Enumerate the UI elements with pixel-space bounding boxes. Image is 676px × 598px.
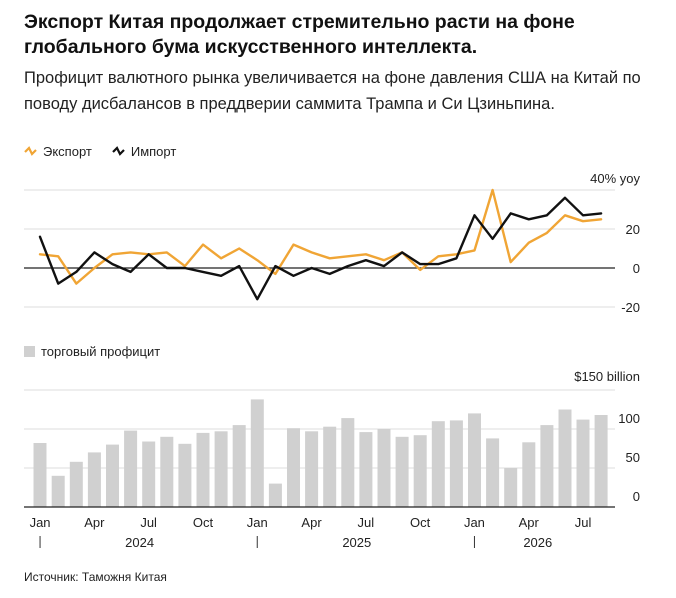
x-month-label: Oct — [410, 515, 431, 530]
surplus-bar — [178, 443, 192, 507]
legend-export-label: Экспорт — [43, 144, 92, 159]
surplus-bar — [504, 468, 518, 507]
surplus-bar — [214, 431, 228, 507]
source-note: Источник: Таможня Китая — [24, 570, 167, 584]
x-month-label: Jan — [464, 515, 485, 530]
surplus-bar — [522, 442, 536, 507]
surplus-bar — [142, 441, 156, 507]
surplus-bar — [341, 418, 355, 507]
legend-surplus-label: торговый профицит — [41, 344, 161, 359]
legend-export: Экспорт — [24, 144, 92, 159]
surplus-bar — [359, 432, 373, 507]
surplus-bar — [287, 428, 300, 507]
bar-y-tick-label: 50 — [626, 450, 640, 465]
surplus-bar — [413, 435, 427, 507]
surplus-bar — [232, 425, 246, 507]
surplus-bar — [323, 426, 337, 507]
surplus-bar — [449, 420, 463, 507]
bar-legend: торговый профицит — [24, 344, 160, 359]
legend-surplus-swatch — [24, 346, 35, 357]
x-year-label: 2024 — [125, 535, 154, 550]
export-series-line — [38, 188, 603, 285]
surplus-bar — [33, 443, 47, 507]
x-month-label: Oct — [193, 515, 214, 530]
surplus-bar — [486, 438, 500, 507]
surplus-bar — [558, 409, 572, 507]
x-month-label: Jul — [575, 515, 592, 530]
x-month-label: Jan — [247, 515, 268, 530]
x-month-label: Jul — [140, 515, 157, 530]
legend-import-swatch — [112, 146, 125, 156]
legend-import: Импорт — [112, 144, 176, 159]
surplus-bar — [395, 436, 409, 507]
x-month-label: Jan — [30, 515, 51, 530]
line-y-tick-label: -20 — [621, 300, 640, 315]
line-legend: Экспорт Импорт — [24, 144, 176, 159]
x-month-label: Apr — [84, 515, 105, 530]
line-y-axis-label: 40% yoy — [590, 171, 640, 186]
surplus-bar — [124, 430, 138, 507]
bar-y-tick-label: 0 — [633, 489, 640, 504]
bar-y-tick-label: 100 — [618, 411, 640, 426]
chart-subtitle: Профицит валютного рынка увеличивается н… — [24, 69, 641, 113]
surplus-bar — [87, 452, 101, 507]
surplus-bar — [431, 421, 445, 507]
surplus-bar — [468, 413, 481, 507]
import-series-line — [38, 196, 603, 301]
surplus-bar — [576, 419, 590, 507]
x-month-label: Jul — [358, 515, 375, 530]
surplus-bar — [51, 475, 65, 507]
surplus-bar — [106, 444, 119, 507]
chart-title: Экспорт Китая продолжает стремительно ра… — [24, 11, 575, 58]
x-year-label: 2026 — [523, 535, 552, 550]
legend-import-label: Импорт — [130, 144, 177, 159]
surplus-bar — [196, 432, 210, 507]
surplus-bar — [540, 425, 554, 507]
x-year-label: 2025 — [342, 535, 371, 550]
surplus-bar — [268, 483, 282, 507]
legend-export-swatch — [24, 146, 37, 156]
surplus-bar — [160, 436, 174, 507]
surplus-bar — [377, 429, 391, 507]
line-y-tick-label: 20 — [626, 222, 640, 237]
surplus-bar — [250, 399, 264, 507]
bar-y-axis-label: $150 billion — [574, 369, 640, 384]
line-y-tick-label: 0 — [633, 261, 640, 276]
surplus-bar — [69, 461, 83, 507]
x-month-label: Apr — [301, 515, 322, 530]
surplus-bar — [594, 415, 608, 507]
surplus-bar — [305, 431, 319, 507]
x-month-label: Apr — [519, 515, 540, 530]
